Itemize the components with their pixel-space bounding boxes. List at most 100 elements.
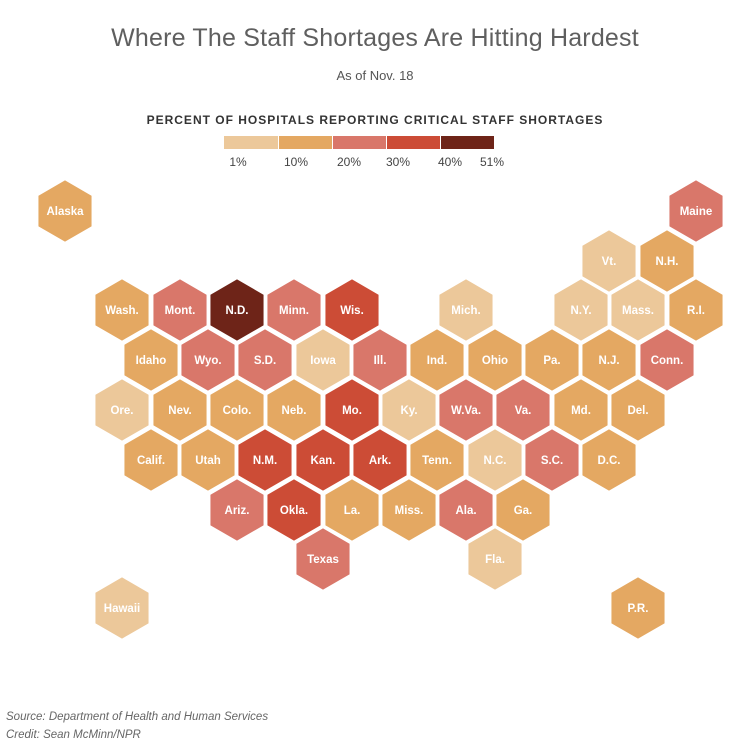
state-hex-shape [265, 377, 323, 443]
state-hex-va: Va. [494, 377, 552, 443]
state-label: Tenn. [422, 455, 452, 467]
state-hex-n-m: N.M. [236, 427, 294, 493]
state-hex-shape [265, 477, 323, 543]
state-hex-colo: Colo. [208, 377, 266, 443]
state-hex-mont: Mont. [151, 277, 209, 343]
state-label: Mich. [451, 305, 480, 317]
state-label: N.C. [484, 455, 507, 467]
state-hex-miss: Miss. [380, 477, 438, 543]
state-hex-wis: Wis. [323, 277, 381, 343]
state-hex-alaska: Alaska [36, 178, 94, 244]
state-hex-shape [667, 178, 725, 244]
state-hex-wyo: Wyo. [179, 327, 237, 393]
state-label: N.H. [656, 256, 679, 268]
state-label: Wyo. [194, 355, 221, 367]
legend-swatch-4 [386, 136, 440, 149]
state-label: Ky. [400, 405, 417, 417]
state-hex-shape [638, 327, 696, 393]
state-label: Nev. [168, 405, 191, 417]
state-label: R.I. [687, 305, 705, 317]
state-hex-w-va: W.Va. [437, 377, 495, 443]
state-hex-neb: Neb. [265, 377, 323, 443]
state-label: Fla. [485, 554, 505, 566]
chart-title: Where The Staff Shortages Are Hitting Ha… [111, 24, 639, 52]
state-hex-del: Del. [609, 377, 667, 443]
state-hex-kan: Kan. [294, 427, 352, 493]
state-hex-shape [294, 327, 352, 393]
state-hex-shape [294, 526, 352, 592]
legend-swatch-5 [440, 136, 494, 149]
state-hex-maine: Maine [667, 178, 725, 244]
state-hex-mich: Mich. [437, 277, 495, 343]
state-hex-shape [93, 575, 151, 641]
state-hex-shape [437, 477, 495, 543]
state-hex-hawaii: Hawaii [93, 575, 151, 641]
state-hex-nev: Nev. [151, 377, 209, 443]
source-note: Source: Department of Health and Human S… [6, 711, 269, 723]
state-hex-shape [208, 477, 266, 543]
state-hex-shape [523, 427, 581, 493]
state-label: Okla. [280, 505, 308, 517]
state-hex-d-c: D.C. [580, 427, 638, 493]
state-label: Vt. [602, 256, 617, 268]
state-label: Ohio [482, 355, 508, 367]
state-label: Ind. [427, 355, 447, 367]
state-label: D.C. [598, 455, 621, 467]
state-label: Ga. [514, 505, 533, 517]
state-hex-texas: Texas [294, 526, 352, 592]
state-hex-shape [179, 327, 237, 393]
legend-swatch-2 [278, 136, 332, 149]
state-hex-shape [408, 427, 466, 493]
state-hex-shape [236, 327, 294, 393]
state-hex-shape [323, 377, 381, 443]
state-hex-shape [609, 575, 667, 641]
state-hex-wash: Wash. [93, 277, 151, 343]
state-hex-shape [208, 277, 266, 343]
state-hex-fla: Fla. [466, 526, 524, 592]
state-hex-shape [323, 477, 381, 543]
state-hex-shape [437, 377, 495, 443]
state-label: Wis. [340, 305, 364, 317]
state-hex-pa: Pa. [523, 327, 581, 393]
state-hex-shape [580, 427, 638, 493]
legend-tick: 51% [479, 155, 505, 169]
state-hex-shape [580, 228, 638, 294]
state-label: Colo. [223, 405, 252, 417]
state-hex-n-c: N.C. [466, 427, 524, 493]
state-label: Va. [515, 405, 532, 417]
legend-tick: 30% [385, 155, 411, 169]
state-hex-calif: Calif. [122, 427, 180, 493]
state-hex-shape [93, 277, 151, 343]
state-label: P.R. [628, 603, 649, 615]
state-hex-r-i: R.I. [667, 277, 725, 343]
state-label: Ill. [374, 355, 387, 367]
legend-swatch-3 [332, 136, 386, 149]
state-label: Conn. [651, 355, 684, 367]
state-label: Texas [307, 554, 339, 566]
state-hex-minn: Minn. [265, 277, 323, 343]
state-label: Ala. [455, 505, 476, 517]
state-label: Maine [680, 206, 713, 218]
state-label: Pa. [543, 355, 560, 367]
state-label: Ore. [110, 405, 133, 417]
state-hex-ore: Ore. [93, 377, 151, 443]
state-hex-shape [151, 377, 209, 443]
state-hex-shape [122, 427, 180, 493]
state-label: Neb. [282, 405, 307, 417]
state-hex-okla: Okla. [265, 477, 323, 543]
state-label: Ark. [369, 455, 391, 467]
legend-title: PERCENT OF HOSPITALS REPORTING CRITICAL … [146, 113, 604, 127]
color-legend: 1% 10% 20% 30% 40% 51% [224, 136, 504, 172]
state-hex-n-d: N.D. [208, 277, 266, 343]
state-label: Wash. [105, 305, 138, 317]
state-hex-conn: Conn. [638, 327, 696, 393]
state-hex-idaho: Idaho [122, 327, 180, 393]
state-hex-s-d: S.D. [236, 327, 294, 393]
state-hex-shape [380, 377, 438, 443]
state-label: Utah [195, 455, 221, 467]
state-label: Iowa [310, 355, 336, 367]
state-hex-shape [580, 327, 638, 393]
state-hex-shape [294, 427, 352, 493]
state-label: Kan. [311, 455, 336, 467]
state-hex-shape [466, 427, 524, 493]
